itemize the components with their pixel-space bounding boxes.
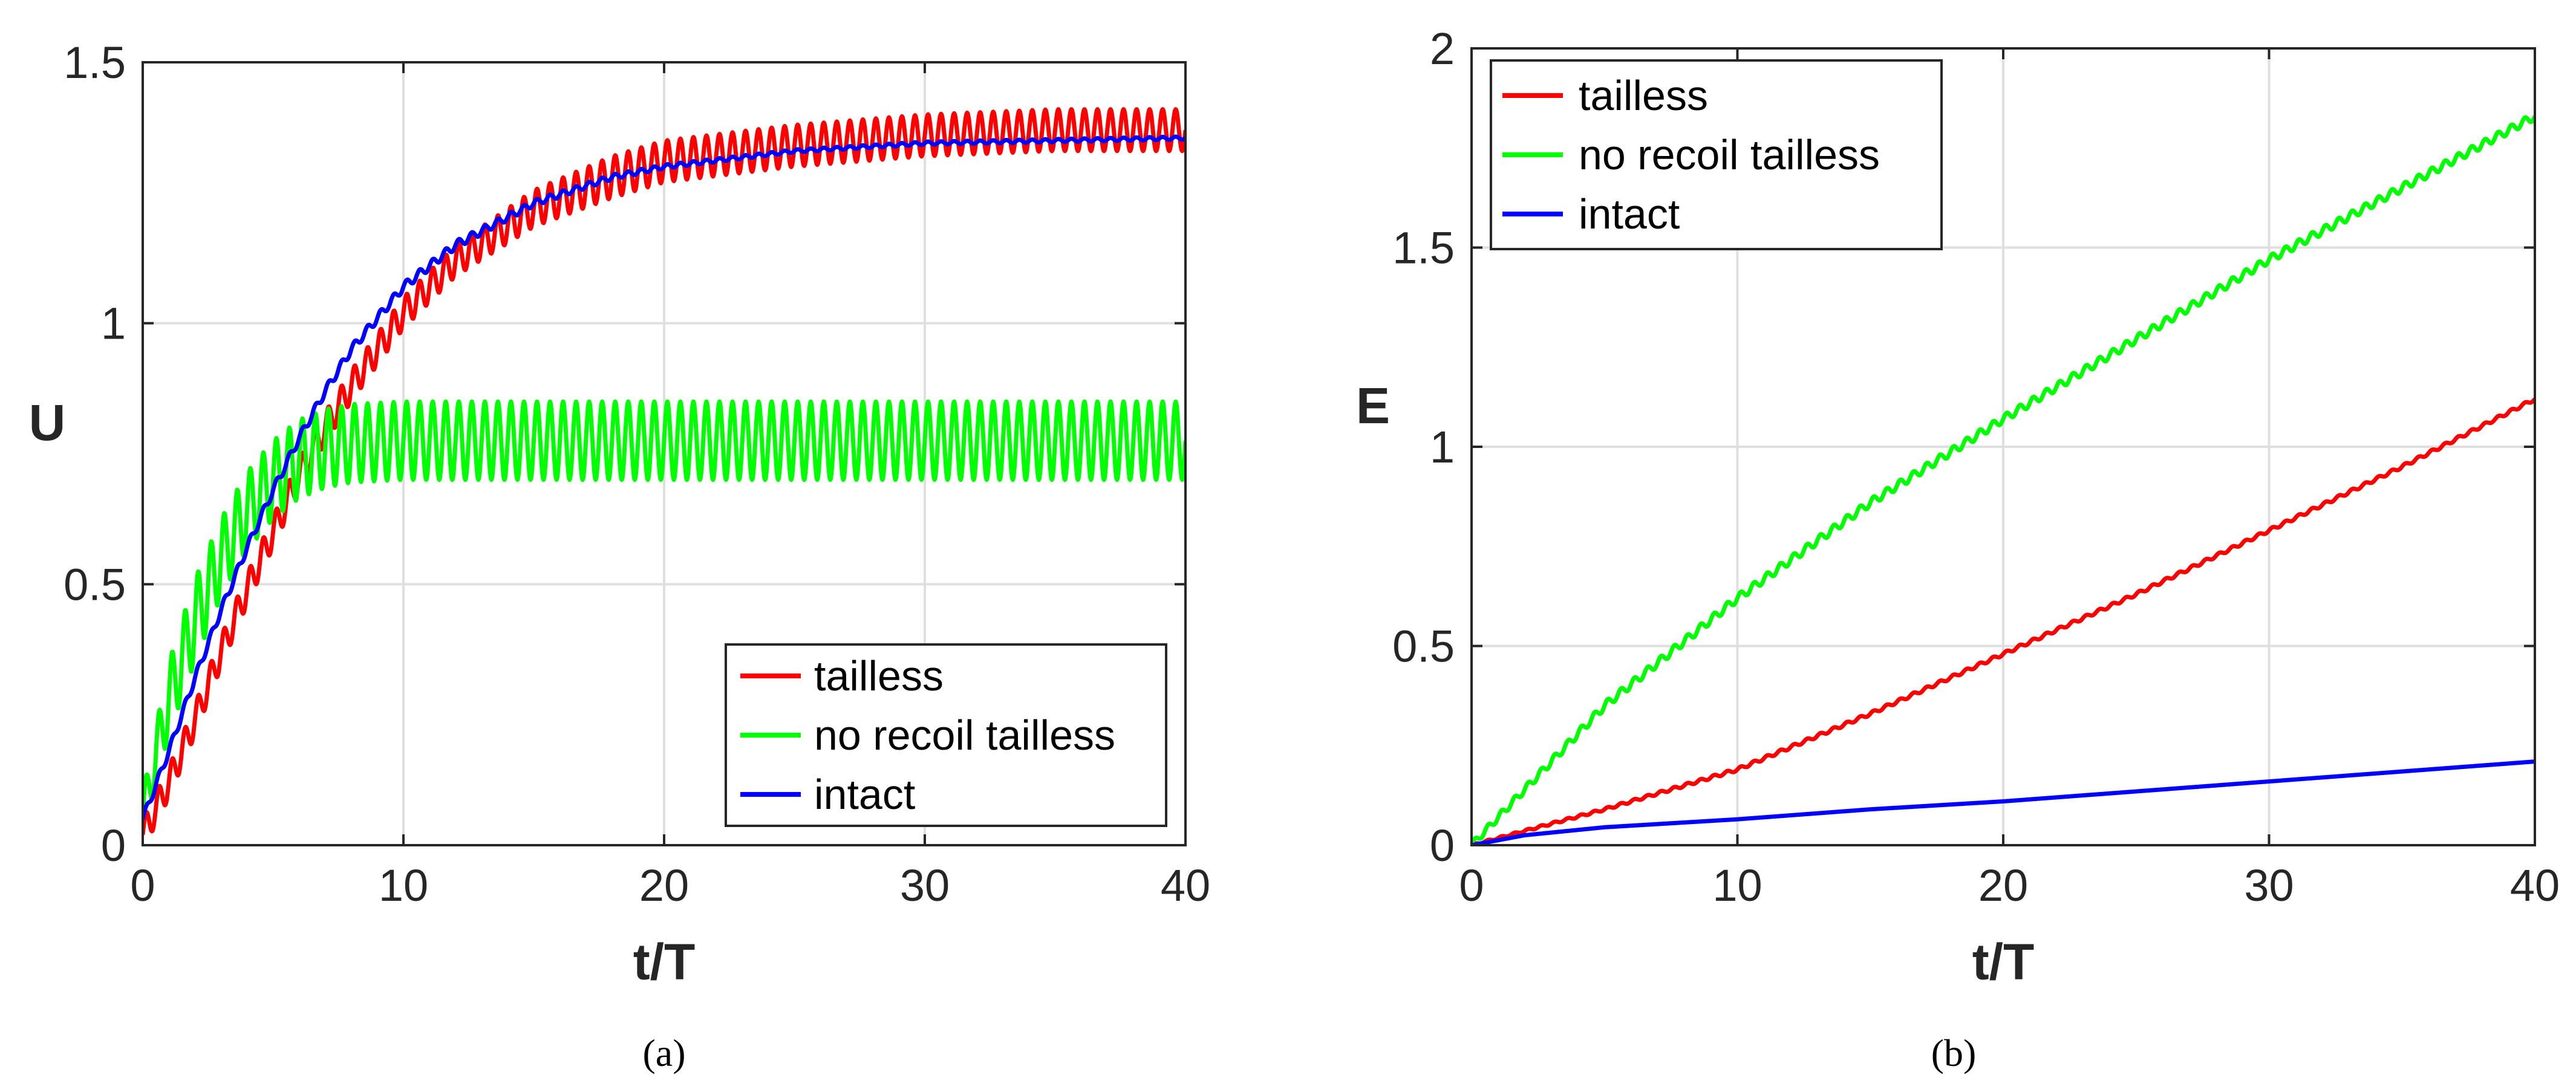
series-line-a-no-recoil-tailless <box>143 399 1185 814</box>
panel-a: 0 10 20 30 40 0 0.5 1 1.5 U t/T (a) tailless no … <box>29 37 1210 1074</box>
series-line-a-intact <box>143 134 1185 820</box>
legend-a: tailless no recoil tailless intact <box>725 643 1167 827</box>
tick-label-y-a-0: 0 <box>101 820 126 871</box>
ylabel-a: U <box>29 394 66 451</box>
tick-label-y-b-1: 0.5 <box>1392 622 1455 672</box>
tick-label-y-b-4: 2 <box>1430 24 1455 74</box>
legend-a-label-no-recoil: no recoil tailless <box>814 712 1115 759</box>
legend-a-label-tailless: tailless <box>814 652 944 699</box>
tick-label-y-b-2: 1 <box>1430 422 1455 472</box>
tick-label-x-b-1: 10 <box>1712 860 1762 910</box>
ticks-a: 0 10 20 30 40 0 0.5 1 1.5 <box>64 37 1210 910</box>
legend-a-label-intact: intact <box>814 771 915 818</box>
tick-label-x-a-1: 10 <box>379 860 428 910</box>
tick-label-y-a-1: 0.5 <box>64 559 126 609</box>
tick-label-x-a-4: 40 <box>1161 860 1210 910</box>
tick-label-x-a-0: 0 <box>130 860 155 910</box>
caption-b: (b) <box>1931 1031 1977 1074</box>
legend-b-label-no-recoil: no recoil tailless <box>1579 131 1880 178</box>
tick-label-x-b-0: 0 <box>1459 860 1484 910</box>
panel-b: 0 10 20 30 40 0 0.5 1 1.5 2 E t/T (b) tailless no… <box>1356 24 2560 1074</box>
xlabel-a: t/T <box>633 933 696 990</box>
series-a <box>143 107 1185 836</box>
xlabel-b: t/T <box>1972 933 2035 990</box>
ticks-b: 0 10 20 30 40 0 0.5 1 1.5 2 <box>1392 24 2560 910</box>
tick-label-x-a-2: 20 <box>639 860 689 910</box>
series-line-b-intact <box>1472 759 2535 845</box>
ylabel-b: E <box>1356 377 1390 434</box>
tick-label-x-b-2: 20 <box>1978 860 2028 910</box>
tick-label-x-b-4: 40 <box>2510 860 2560 910</box>
legend-b: tailless no recoil tailless intact <box>1490 59 1943 250</box>
caption-a: (a) <box>642 1031 685 1074</box>
tick-label-x-a-3: 30 <box>900 860 950 910</box>
tick-label-x-b-3: 30 <box>2244 860 2294 910</box>
legend-box-b <box>1490 59 1943 250</box>
series-b <box>1472 115 2535 845</box>
legend-b-label-tailless: tailless <box>1579 72 1708 119</box>
tick-label-y-a-3: 1.5 <box>64 37 126 88</box>
tick-label-y-a-2: 1 <box>101 299 126 349</box>
tick-label-y-b-3: 1.5 <box>1392 223 1455 273</box>
tick-label-y-b-0: 0 <box>1430 820 1455 871</box>
legend-b-label-intact: intact <box>1579 190 1680 238</box>
series-line-b-no-recoil-tailless <box>1472 115 2535 845</box>
series-line-b-tailless <box>1472 397 2535 845</box>
